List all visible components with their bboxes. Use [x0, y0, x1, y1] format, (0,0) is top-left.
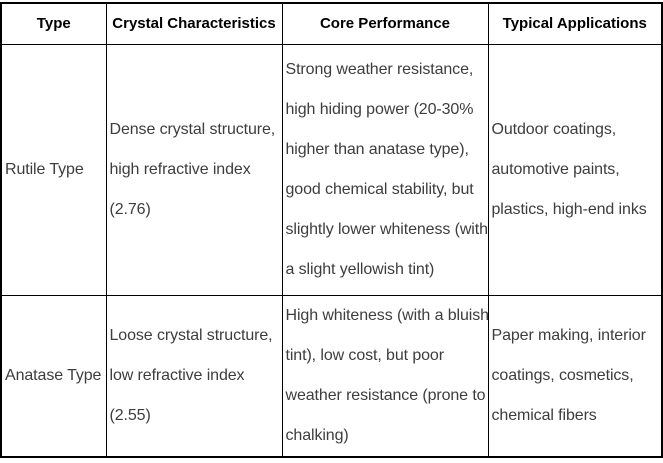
table-row-anatase: Anatase Type Loose crystal structure, lo…: [0, 294, 663, 457]
header-typical-applications: Typical Applications: [487, 2, 663, 45]
cell-anatase-crystal: Loose crystal structure, low refractive …: [105, 294, 283, 457]
cell-anatase-performance: High whiteness (with a bluish tint), low…: [281, 294, 489, 457]
cell-rutile-performance: Strong weather resistance, high hiding p…: [281, 43, 489, 296]
cell-anatase-applications: Paper making, interior coatings, cosmeti…: [487, 294, 663, 457]
header-type: Type: [0, 2, 107, 45]
header-crystal-characteristics: Crystal Characteristics: [105, 2, 283, 45]
cell-anatase-type: Anatase Type: [0, 294, 107, 457]
cell-rutile-crystal: Dense crystal structure, high refractive…: [105, 43, 283, 296]
header-core-performance: Core Performance: [281, 2, 489, 45]
cell-rutile-type: Rutile Type: [0, 43, 107, 296]
table-row-rutile: Rutile Type Dense crystal structure, hig…: [0, 43, 663, 296]
cell-rutile-applications: Outdoor coatings, automotive paints, pla…: [487, 43, 663, 296]
table-header-row: Type Crystal Characteristics Core Perfor…: [0, 2, 663, 45]
